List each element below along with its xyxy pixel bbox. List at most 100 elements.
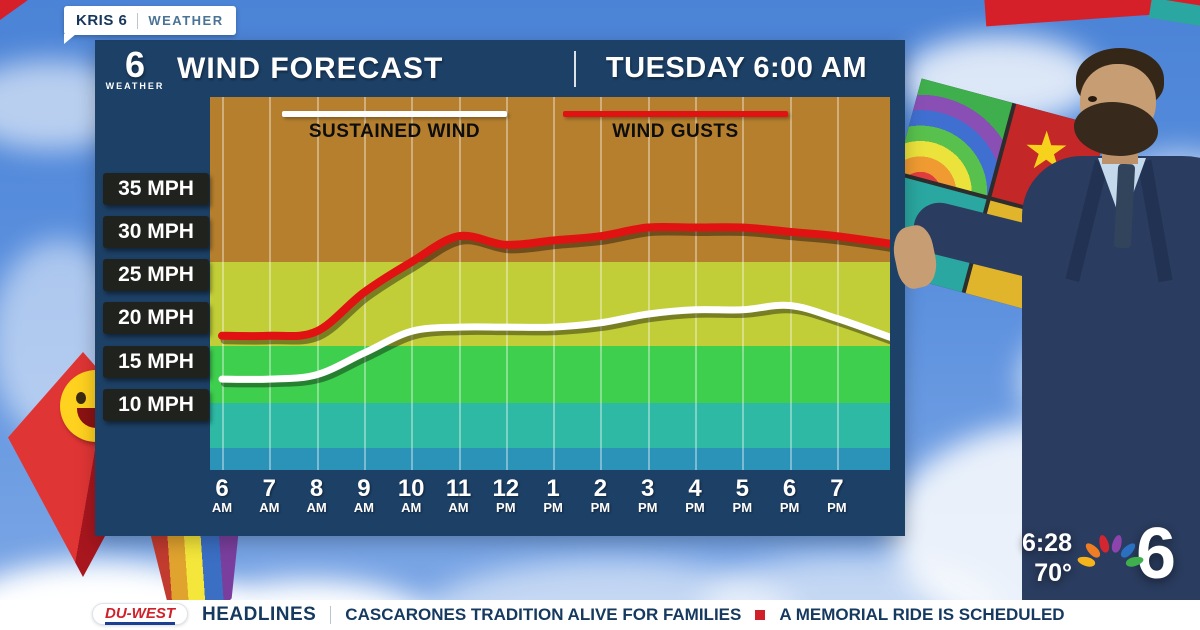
x-axis-label: 7 AM <box>245 476 293 515</box>
grid-line <box>695 97 697 470</box>
y-axis-tick: 15 MPH <box>103 345 209 378</box>
current-time: 6:28 <box>1021 529 1072 557</box>
legend-label: SUSTAINED WIND <box>308 121 481 142</box>
peacock-icon <box>1076 532 1145 576</box>
smiley-eye <box>76 392 86 404</box>
x-axis-label: 6 AM <box>198 476 246 515</box>
legend-item-gusts: WIND GUSTS <box>563 111 788 143</box>
station-name: KRIS 6 <box>76 12 128 29</box>
x-axis-label: 6 PM <box>766 476 814 515</box>
x-axis-meridiem: PM <box>637 500 658 516</box>
grid-line <box>505 97 508 470</box>
badge-section: WEATHER <box>148 13 224 28</box>
panel-header: 6 WEATHER WIND FORECAST TUESDAY 6:00 AM <box>95 40 905 97</box>
chart-lines <box>218 222 890 388</box>
x-axis-meridiem: PM <box>496 500 516 516</box>
x-axis-hour: 4 <box>688 475 702 502</box>
x-axis-meridiem: PM <box>590 500 611 516</box>
x-axis-meridiem: AM <box>211 500 233 516</box>
x-axis-hour: 12 <box>492 475 520 502</box>
station-logo: 6 WEATHER <box>103 43 167 91</box>
ticker-story: A MEMORIAL RIDE IS SCHEDULED <box>779 605 1065 624</box>
grid-line <box>411 97 414 470</box>
weatherman-eye <box>1088 96 1097 102</box>
x-axis-hour: 11 <box>445 475 472 502</box>
channel-number: 6 <box>1136 514 1177 594</box>
x-axis-hour: 8 <box>309 475 324 502</box>
y-axis-tick: 35 MPH <box>103 172 209 205</box>
y-axis-tick: 10 MPH <box>103 389 209 422</box>
wind-forecast-panel: 6 WEATHER WIND FORECAST TUESDAY 6:00 AM … <box>95 40 905 536</box>
time-temp-bug: 6:28 70° <box>1000 528 1072 588</box>
grid-line <box>600 97 603 470</box>
x-axis-label: 3 PM <box>624 476 672 515</box>
ticker-story: CASCARONES TRADITION ALIVE FOR FAMILIES <box>345 605 742 624</box>
x-axis-label: 7 PM <box>813 476 861 515</box>
station-logo-number: 6 <box>124 43 146 85</box>
grid-line <box>363 97 366 470</box>
legend-line <box>282 111 507 117</box>
chart-plot: SUSTAINED WIND WIND GUSTS <box>210 97 890 470</box>
x-axis-meridiem: PM <box>827 500 847 516</box>
y-axis-tick: 30 MPH <box>103 215 209 248</box>
news-ticker: DU-WEST HEADLINES CASCARONES TRADITION A… <box>0 600 1200 630</box>
x-axis-hour: 2 <box>593 475 608 502</box>
ticker-label: HEADLINES <box>202 604 317 625</box>
x-axis-meridiem: AM <box>306 500 327 516</box>
grid-line <box>222 97 224 470</box>
x-axis-hour: 3 <box>641 475 655 502</box>
x-axis-meridiem: AM <box>401 500 422 516</box>
legend-line <box>563 111 788 117</box>
grid-line <box>789 97 792 470</box>
station-logo-label: WEATHER <box>105 80 165 91</box>
station-badge: KRIS 6 WEATHER <box>64 6 236 44</box>
x-axis-label: 8 AM <box>293 476 341 515</box>
forecast-timestamp: TUESDAY 6:00 AM <box>605 52 867 84</box>
x-axis-label: 4 PM <box>671 476 719 515</box>
x-axis-meridiem: AM <box>353 500 374 516</box>
chart-grid <box>210 97 890 470</box>
chart-band <box>210 403 890 449</box>
x-axis-meridiem: AM <box>259 500 280 516</box>
x-axis-hour: 6 <box>782 475 797 502</box>
legend-item-sustained: SUSTAINED WIND <box>282 111 507 143</box>
grid-line <box>836 97 839 470</box>
x-axis-meridiem: PM <box>779 500 800 516</box>
x-axis-label: 12 PM <box>482 476 530 515</box>
grid-line <box>316 97 319 470</box>
grid-line <box>269 97 272 470</box>
chart-band <box>210 448 890 470</box>
x-axis-label: 1 PM <box>529 476 577 515</box>
x-axis-hour: 10 <box>397 475 425 502</box>
corner-kite-fragment <box>0 0 28 20</box>
x-axis-meridiem: AM <box>448 500 469 516</box>
x-axis-label: 5 PM <box>718 476 766 515</box>
x-axis-label: 2 PM <box>576 476 624 515</box>
legend-label: WIND GUSTS <box>612 121 739 142</box>
chart-legend: SUSTAINED WIND WIND GUSTS <box>210 111 890 143</box>
grid-line <box>742 97 745 470</box>
x-axis-label: 9 AM <box>340 476 388 515</box>
x-axis-hour: 7 <box>830 475 844 502</box>
x-axis-hour: 1 <box>546 475 560 502</box>
x-axis-label: 11 AM <box>435 476 483 515</box>
x-axis-meridiem: PM <box>543 500 563 516</box>
sponsor-name: DU-WEST <box>105 605 175 625</box>
y-axis-tick: 20 MPH <box>103 302 209 335</box>
panel-title: WIND FORECAST <box>177 51 444 85</box>
x-axis-meridiem: PM <box>685 500 705 516</box>
ticker-bullet <box>755 610 766 620</box>
badge-divider <box>137 12 139 29</box>
y-axis-tick: 25 MPH <box>103 259 209 292</box>
header-divider <box>573 50 576 87</box>
x-axis-hour: 9 <box>357 475 371 502</box>
ticker-divider <box>330 606 332 624</box>
chart-band <box>210 97 890 263</box>
top-right-kite-strip-teal <box>1148 0 1200 27</box>
weatherman <box>888 48 1200 608</box>
x-axis-hour: 7 <box>262 475 276 502</box>
x-axis-meridiem: PM <box>732 500 753 516</box>
current-temp: 70° <box>1034 559 1072 587</box>
x-axis-label: 10 AM <box>387 476 435 515</box>
